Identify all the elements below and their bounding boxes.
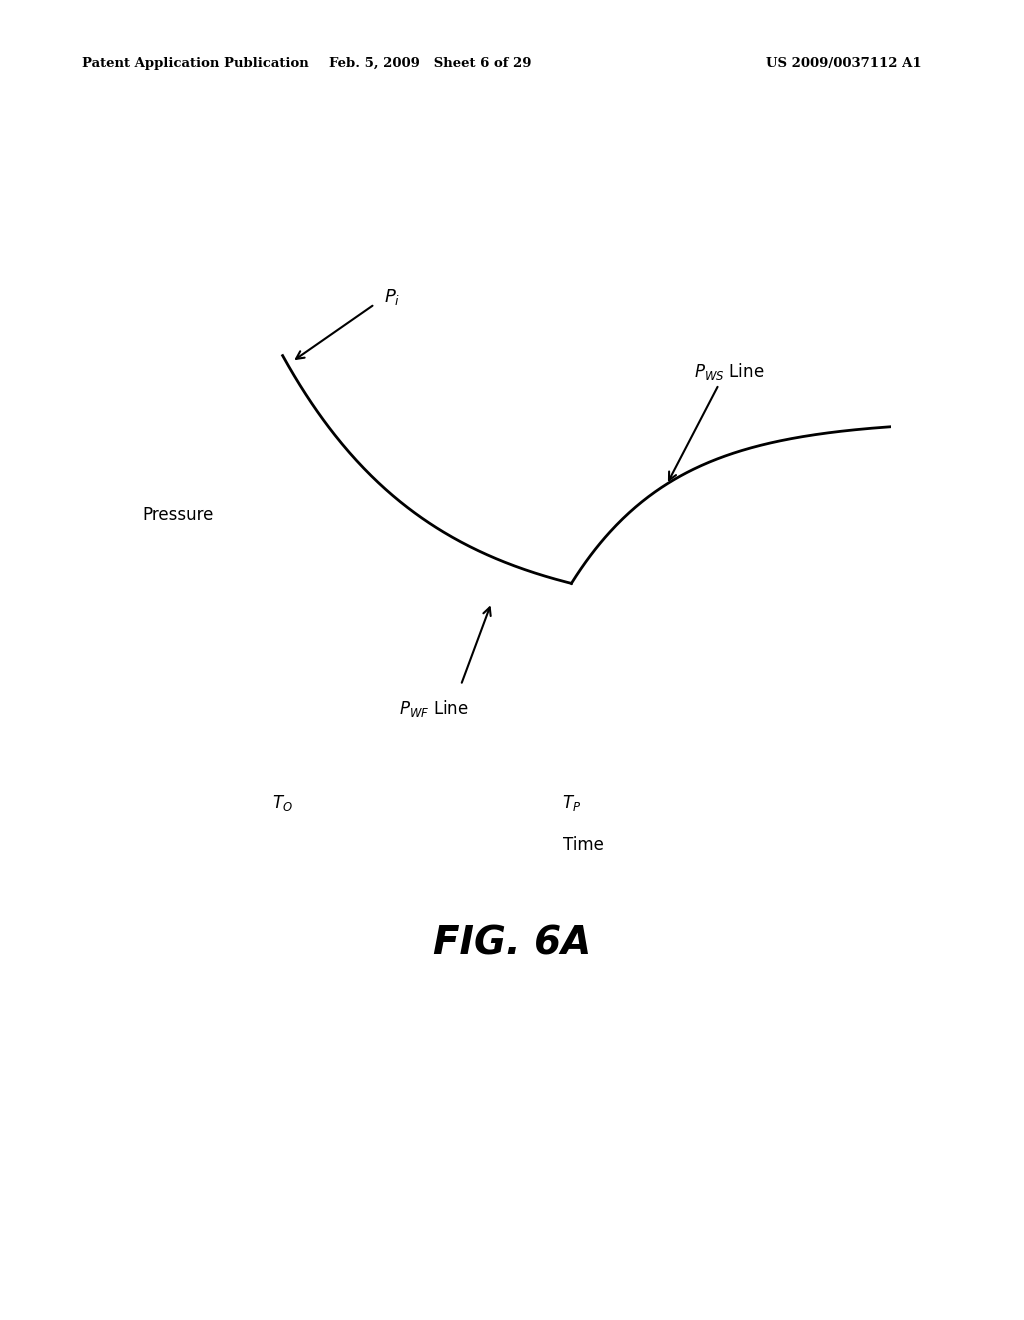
Text: Feb. 5, 2009   Sheet 6 of 29: Feb. 5, 2009 Sheet 6 of 29 (329, 57, 531, 70)
Text: $T_O$: $T_O$ (272, 793, 293, 813)
Text: Patent Application Publication: Patent Application Publication (82, 57, 308, 70)
Text: US 2009/0037112 A1: US 2009/0037112 A1 (766, 57, 922, 70)
Text: $P_i$: $P_i$ (384, 286, 400, 306)
Text: $P_{WF}$ Line: $P_{WF}$ Line (399, 698, 469, 719)
Text: FIG. 6A: FIG. 6A (433, 925, 591, 962)
Text: $P_{WS}$ Line: $P_{WS}$ Line (694, 362, 765, 383)
Text: $T_P$: $T_P$ (562, 793, 581, 813)
Text: Pressure: Pressure (142, 506, 214, 524)
Text: Time: Time (563, 836, 604, 854)
